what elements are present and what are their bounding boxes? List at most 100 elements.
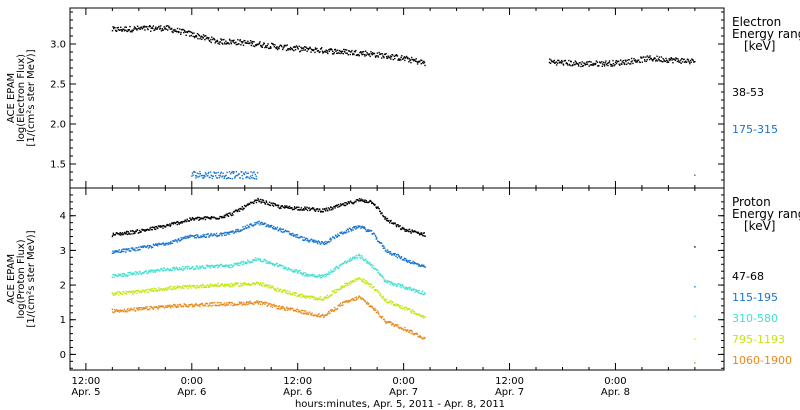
data-point	[224, 216, 226, 219]
data-point	[152, 243, 155, 245]
data-point	[302, 309, 304, 312]
data-point	[314, 51, 316, 54]
data-point	[125, 233, 127, 235]
data-point	[324, 314, 327, 316]
data-point	[244, 225, 246, 228]
data-point	[144, 229, 147, 231]
data-point	[361, 225, 363, 228]
data-point	[150, 27, 153, 29]
data-point	[345, 229, 348, 232]
data-point	[389, 220, 392, 222]
data-point	[230, 301, 233, 304]
data-point	[267, 304, 269, 307]
data-point	[153, 29, 156, 31]
data-point	[133, 28, 135, 30]
data-point	[331, 207, 333, 209]
data-point	[139, 28, 141, 31]
data-point	[269, 303, 271, 305]
data-point	[347, 301, 349, 304]
data-point	[399, 256, 401, 258]
data-point	[192, 217, 194, 220]
data-point	[245, 302, 247, 304]
data-point	[292, 208, 294, 211]
data-point	[209, 40, 211, 42]
data-point	[135, 271, 137, 273]
data-point	[324, 210, 327, 212]
data-point	[179, 285, 182, 288]
data-point	[405, 228, 407, 231]
data-point	[275, 263, 277, 266]
data-point	[359, 278, 361, 280]
data-point	[194, 237, 196, 239]
data-point	[230, 264, 233, 266]
data-point	[155, 288, 158, 291]
data-point	[624, 59, 626, 61]
data-point	[225, 174, 227, 177]
data-point	[262, 43, 264, 46]
data-point	[311, 48, 314, 51]
data-point	[122, 291, 125, 293]
data-point	[665, 59, 668, 61]
data-point	[423, 235, 425, 237]
data-point	[630, 57, 633, 60]
data-point	[278, 307, 280, 310]
data-point	[268, 261, 270, 263]
data-point	[138, 308, 141, 311]
data-point	[414, 59, 416, 61]
data-point	[290, 308, 293, 310]
data-point	[137, 28, 139, 30]
data-point	[113, 308, 116, 311]
data-point	[392, 223, 395, 225]
data-point	[145, 270, 148, 272]
data-point	[301, 49, 303, 51]
data-point	[415, 290, 418, 293]
data-point	[207, 38, 209, 40]
data-point	[262, 199, 265, 202]
data-point	[342, 262, 345, 265]
data-point	[228, 301, 230, 304]
data-point	[115, 274, 117, 277]
data-point	[423, 60, 425, 63]
data-point	[261, 223, 263, 226]
data-point	[217, 218, 219, 220]
data-point	[191, 303, 193, 305]
data-point	[614, 61, 617, 64]
data-point	[242, 207, 244, 209]
data-point	[396, 54, 398, 56]
data-point	[154, 269, 156, 272]
data-point	[403, 259, 406, 261]
data-point	[320, 210, 322, 212]
data-point	[195, 237, 197, 239]
data-point	[169, 288, 171, 290]
data-point	[397, 323, 399, 326]
data-point	[170, 307, 172, 309]
data-point	[307, 48, 309, 50]
data-point	[237, 209, 239, 211]
data-point	[359, 226, 361, 228]
data-point	[252, 303, 254, 305]
data-point	[253, 301, 256, 304]
data-point	[410, 310, 412, 312]
data-point	[150, 226, 152, 229]
data-point	[137, 309, 139, 311]
data-point	[622, 59, 624, 62]
data-point	[640, 56, 642, 58]
data-point	[354, 257, 356, 260]
data-point	[203, 286, 205, 289]
data-point	[303, 49, 305, 51]
data-point	[360, 199, 362, 202]
data-point	[132, 249, 134, 251]
data-point	[205, 173, 207, 175]
data-point	[553, 61, 555, 63]
data-point	[375, 238, 377, 240]
data-point	[364, 228, 366, 230]
data-point	[679, 61, 681, 63]
data-point	[293, 309, 296, 311]
data-point	[266, 44, 269, 47]
data-point	[408, 58, 411, 60]
data-point	[409, 231, 412, 233]
data-point	[263, 260, 265, 262]
data-point	[168, 224, 170, 226]
data-point	[206, 233, 208, 236]
data-point	[294, 234, 296, 236]
